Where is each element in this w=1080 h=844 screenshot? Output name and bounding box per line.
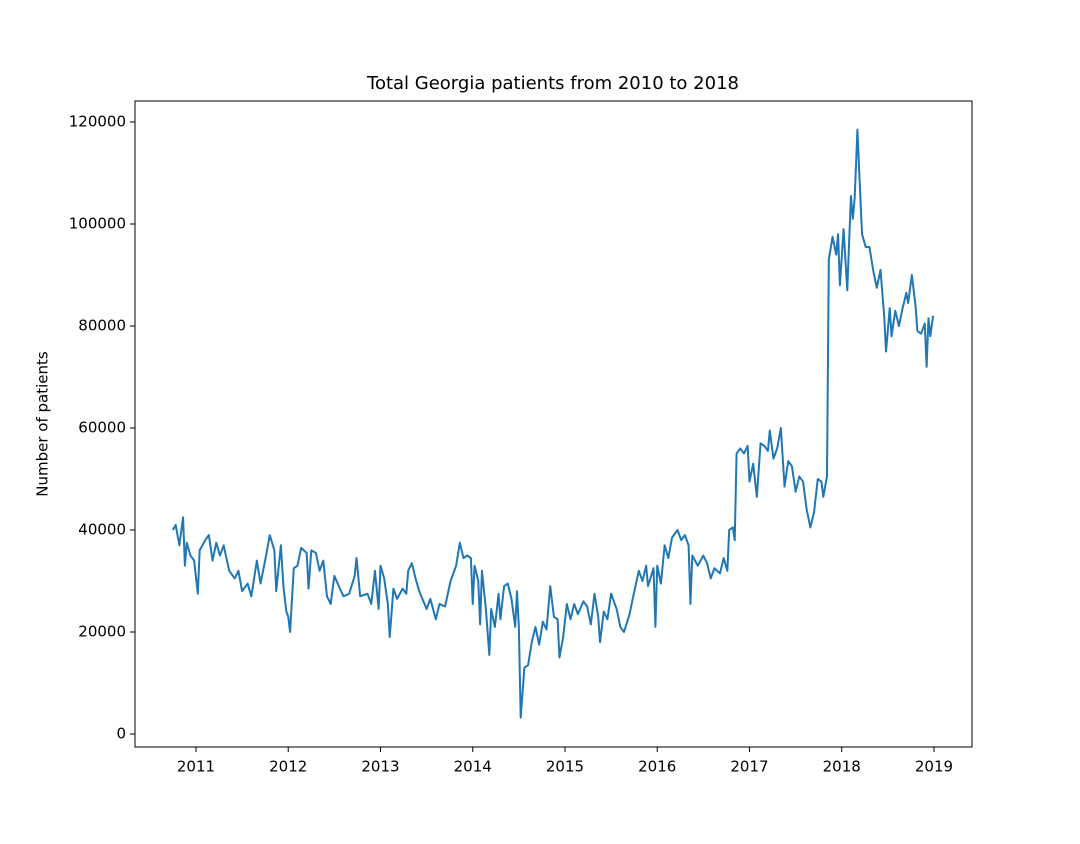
y-tick-label: 120000: [69, 113, 126, 131]
y-tick-label: 80000: [78, 317, 126, 335]
x-tick-label: 2018: [823, 758, 861, 776]
x-tick-label: 2019: [915, 758, 953, 776]
y-tick-label: 100000: [69, 215, 126, 233]
plot-frame: [134, 100, 973, 748]
data-line: [172, 128, 935, 719]
x-tick-label: 2012: [269, 758, 307, 776]
x-tick-label: 2017: [730, 758, 768, 776]
x-tick-label: 2016: [638, 758, 676, 776]
y-tick-label: 0: [116, 725, 126, 743]
x-tick-label: 2011: [177, 758, 215, 776]
y-tick-label: 20000: [78, 623, 126, 641]
y-tick-label: 60000: [78, 419, 126, 437]
x-tick-label: 2013: [361, 758, 399, 776]
x-tick-label: 2015: [546, 758, 584, 776]
chart-title: Total Georgia patients from 2010 to 2018: [366, 73, 739, 94]
y-tick-label: 40000: [78, 521, 126, 539]
y-axis-label: Number of patients: [34, 351, 52, 497]
x-tick-label: 2014: [454, 758, 492, 776]
